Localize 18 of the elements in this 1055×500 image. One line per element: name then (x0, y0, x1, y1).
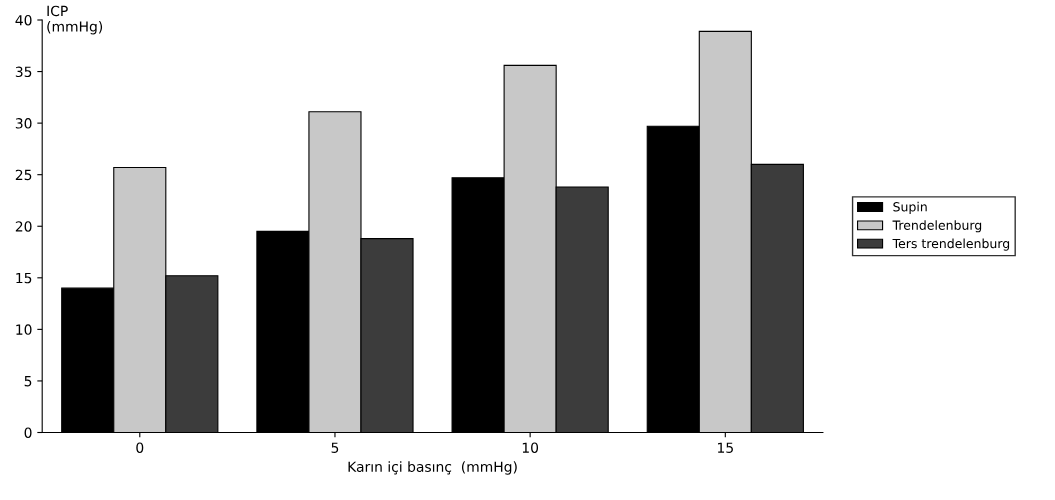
x-tick-label: 15 (718, 442, 733, 453)
y-tick-label: 30 (15, 118, 32, 129)
x-axis-title: Karın içi basınç (mmHg) (348, 461, 517, 475)
legend-label: Supin (893, 201, 927, 214)
y-tick-label: 20 (15, 221, 32, 232)
legend-label: Ters trendelenburg (892, 238, 1010, 251)
y-tick-label: 35 (15, 66, 32, 78)
y-tick-label: 0 (24, 427, 32, 438)
y-tick-label: 5 (24, 376, 32, 387)
x-tick-label: 5 (331, 442, 339, 453)
x-tick-label: 0 (136, 442, 144, 453)
y-tick-label: 10 (16, 324, 32, 335)
y-tick-label: 15 (16, 272, 32, 284)
y-tick-label: 25 (15, 169, 32, 181)
x-tick-label: 10 (522, 442, 539, 453)
legend-label: Trendelenburg (892, 220, 982, 233)
y-tick-label: 40 (15, 14, 32, 26)
y-axis-title: ICP (mmHg) (47, 5, 103, 35)
